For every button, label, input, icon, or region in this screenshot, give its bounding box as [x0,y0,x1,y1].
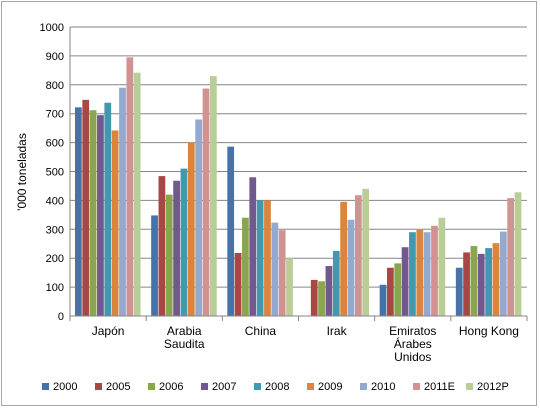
legend: 2000 2005 2006 2007 2008 2009 2010 2011E 2012P [42,381,509,393]
category-label: Árabes [394,336,432,351]
bar [354,195,362,316]
bar [401,247,409,316]
bar [278,230,286,316]
legend-swatch [95,383,102,390]
bar [264,200,271,316]
bar [271,222,279,316]
legend-label: 2007 [212,381,236,393]
bar [151,215,158,316]
category-label: Arabia [167,324,202,338]
bar [209,76,217,316]
bar [202,88,210,316]
bar [362,188,370,316]
legend-label: 2008 [265,381,289,393]
bar [310,279,318,316]
bar [234,252,242,316]
bar [227,146,235,316]
bar [104,102,112,316]
legend-swatch [466,383,473,390]
bar [423,232,431,316]
bar [394,263,402,316]
gridlines [70,26,527,288]
bar [249,177,257,316]
y-tick-label: 500 [46,167,64,179]
bar [318,281,325,316]
category-label: Emiratos [389,324,436,338]
legend-label: 2010 [371,381,395,393]
bar [82,99,90,316]
bar [492,243,500,316]
y-tick-label: 300 [46,224,64,236]
legend-label: 2009 [318,381,342,393]
bar [477,253,485,316]
bar [470,246,478,316]
legend-swatch [42,383,49,390]
y-tick-label: 100 [46,282,64,294]
bar [499,231,507,316]
bar [485,248,492,316]
bar [180,168,188,316]
bar [195,119,203,316]
bar [133,72,141,316]
bar [340,201,348,316]
bar [97,115,104,317]
bar [173,180,180,316]
legend-swatch [254,383,261,390]
legend-label: 2006 [159,381,183,393]
bar [119,87,126,316]
y-tick-label: 900 [46,51,64,63]
bar [332,250,340,316]
bar [379,284,387,316]
bar [75,107,82,316]
legend-swatch [360,383,367,390]
bar [158,176,166,316]
legend-label: 2011E [424,381,455,393]
category-label: Irak [327,324,348,338]
y-tick-label: 700 [46,109,64,121]
category-label: Japón [92,324,125,338]
axes [69,27,528,321]
bar [325,266,333,316]
bar [89,110,97,317]
bar [187,142,195,316]
bar [126,57,134,316]
category-label: Unidos [394,350,431,364]
y-tick-label: 0 [58,311,64,323]
bar [455,267,463,316]
bar [409,232,416,316]
y-tick-label: 600 [46,138,64,150]
category-label: Hong Kong [459,324,519,338]
y-tick-label: 800 [46,80,64,92]
bar [387,267,394,316]
legend-swatch [413,383,420,390]
category-label: China [245,324,277,338]
category-label: Saudita [164,337,205,351]
bar [431,225,438,316]
legend-swatch [307,383,314,390]
legend-swatch [148,383,155,390]
bar [514,192,522,316]
bar [111,130,119,316]
bars [75,57,522,317]
y-tick-labels: 0 100 200 300 400 500 600 700 800 900 1000 [40,22,64,323]
y-tick-label: 200 [46,253,64,265]
bar [165,194,173,316]
legend-label: 2005 [106,381,130,393]
bar [347,219,355,316]
y-tick-label: 400 [46,195,64,207]
y-tick-label: 1000 [40,22,64,34]
bar [242,217,249,316]
bar [256,200,264,316]
legend-swatch [201,383,208,390]
bar [286,258,293,316]
y-axis-label: '000 toneladas [15,133,29,211]
bar [463,252,470,316]
bar [416,229,424,316]
bar [507,198,515,316]
bar [438,217,446,316]
legend-label: 2000 [53,381,77,393]
legend-label: 2012P [477,381,509,393]
